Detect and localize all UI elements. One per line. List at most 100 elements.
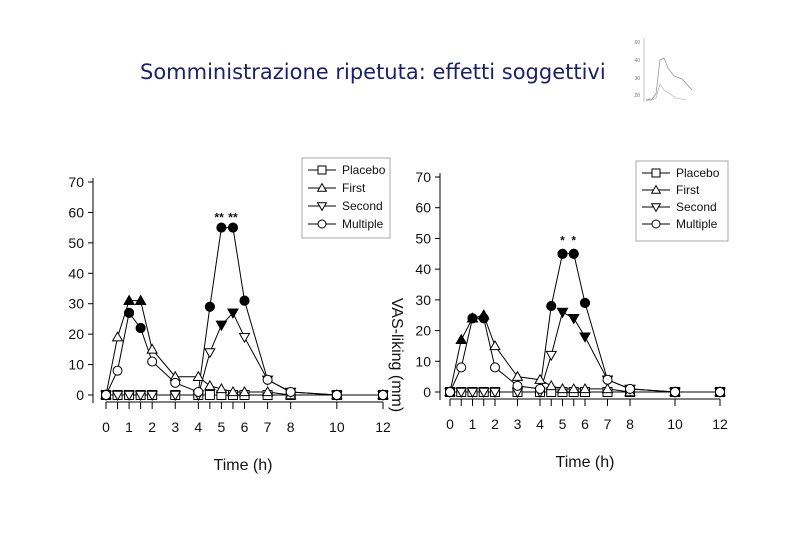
- significance-annotation: **: [214, 211, 224, 225]
- series-line-multiple: [105, 227, 383, 396]
- y-tick-label: 50: [68, 235, 84, 251]
- series-line-second: [450, 311, 720, 393]
- data-point-multiple: [101, 390, 111, 400]
- x-tick-label: 6: [241, 419, 249, 435]
- data-point-first: [261, 385, 274, 397]
- legend-label: Placebo: [342, 163, 386, 177]
- data-point-multiple: [602, 374, 613, 385]
- thumbnail-tick-label: 30: [634, 76, 640, 82]
- data-point-second: [545, 350, 558, 362]
- data-point-first: [227, 385, 239, 397]
- y-tick-label: 10: [68, 357, 84, 373]
- data-point-multiple-filled: [580, 297, 590, 308]
- y-tick-label: 60: [68, 204, 84, 220]
- data-point-second-filled: [579, 332, 591, 343]
- data-point-first: [204, 379, 216, 391]
- x-tick-label: 8: [287, 419, 295, 435]
- data-point-first: [192, 370, 205, 381]
- data-point-multiple: [193, 386, 204, 397]
- series-line-first: [449, 314, 720, 393]
- x-tick-label: 12: [712, 416, 728, 432]
- x-tick-label: 5: [218, 419, 226, 435]
- y-tick-label: 0: [76, 387, 84, 403]
- x-tick-label: 7: [264, 419, 272, 435]
- x-tick-label: 10: [329, 419, 345, 435]
- thumbnail-tick-label: 60: [634, 40, 640, 46]
- data-point-multiple: [535, 383, 545, 394]
- x-tick-label: 0: [446, 416, 454, 432]
- x-tick-label: 4: [194, 419, 202, 435]
- data-point-second: [477, 387, 490, 398]
- x-tick-label: 12: [375, 419, 391, 435]
- legend-marker: [650, 203, 662, 213]
- data-point-multiple: [285, 386, 296, 397]
- data-point-first: [238, 385, 251, 397]
- data-point-multiple: [715, 387, 725, 397]
- legend-label: Multiple: [342, 217, 384, 231]
- data-point-multiple-filled: [204, 301, 215, 312]
- data-point-multiple: [490, 362, 500, 373]
- data-point-first: [146, 343, 158, 354]
- data-point-multiple: [445, 387, 455, 397]
- y-tick-label: 70: [415, 169, 431, 185]
- data-point-second-filled: [227, 308, 239, 319]
- data-point-multiple: [262, 374, 273, 385]
- data-point-multiple: [112, 365, 123, 376]
- legend-label: First: [342, 181, 366, 195]
- data-point-first: [215, 382, 228, 394]
- data-point-multiple: [147, 356, 158, 367]
- data-point-second: [169, 390, 182, 401]
- y-tick-label: 20: [415, 323, 431, 339]
- legend-label: Second: [676, 200, 717, 214]
- data-point-second-filled: [556, 307, 569, 319]
- data-point-second: [466, 387, 479, 398]
- y-tick-label: 20: [68, 326, 84, 342]
- legend-box: [635, 160, 729, 242]
- y-tick-label: 60: [415, 200, 431, 216]
- data-point-second: [146, 390, 158, 401]
- x-tick-label: 0: [102, 419, 110, 435]
- series-line-second: [106, 311, 383, 396]
- data-point-first: [534, 373, 546, 384]
- data-point-first: [111, 331, 124, 342]
- data-point-first: [567, 382, 580, 394]
- x-tick-label: 1: [125, 419, 133, 435]
- thumbnail-chart: 60 40 30 20: [634, 38, 693, 102]
- x-tick-label: 7: [604, 416, 612, 432]
- data-point-multiple-filled: [478, 313, 489, 324]
- legend-label: First: [676, 183, 700, 197]
- x-axis-title: Time (h): [556, 454, 615, 471]
- data-point-first: [601, 382, 614, 394]
- thumbnail-tick-label: 20: [634, 93, 640, 99]
- legend-marker: [316, 202, 328, 212]
- data-point-second: [489, 387, 501, 398]
- data-point-first-filled: [455, 333, 468, 344]
- significance-annotation: *: [571, 234, 576, 248]
- legend-marker: [317, 219, 327, 229]
- thumbnail-tick-label: 40: [634, 58, 640, 64]
- x-tick-label: 3: [514, 416, 522, 432]
- x-tick-label: 2: [148, 419, 156, 435]
- x-tick-label: 10: [667, 416, 683, 432]
- legend-marker: [316, 182, 328, 192]
- data-point-second-filled: [215, 320, 228, 331]
- legend-marker: [650, 184, 662, 194]
- data-point-first: [511, 370, 524, 381]
- data-point-multiple: [625, 383, 635, 394]
- data-point-multiple-filled: [467, 313, 478, 324]
- data-point-second: [134, 390, 147, 401]
- x-tick-label: 5: [559, 416, 567, 432]
- legend-label: Placebo: [676, 166, 720, 180]
- data-point-second: [111, 390, 124, 401]
- y-tick-label: 30: [68, 296, 84, 312]
- slide-title: Somministrazione ripetuta: effetti sogge…: [140, 60, 606, 84]
- data-point-second: [455, 387, 468, 398]
- data-point-first: [556, 382, 569, 394]
- data-point-multiple-filled: [557, 248, 568, 259]
- y-tick-label: 0: [423, 384, 431, 400]
- x-axis-title: Time (h): [214, 457, 273, 474]
- y-tick-label: 50: [415, 230, 431, 246]
- data-point-multiple-filled: [568, 248, 579, 259]
- legend-box: [301, 157, 391, 239]
- data-point-multiple-filled: [124, 307, 135, 318]
